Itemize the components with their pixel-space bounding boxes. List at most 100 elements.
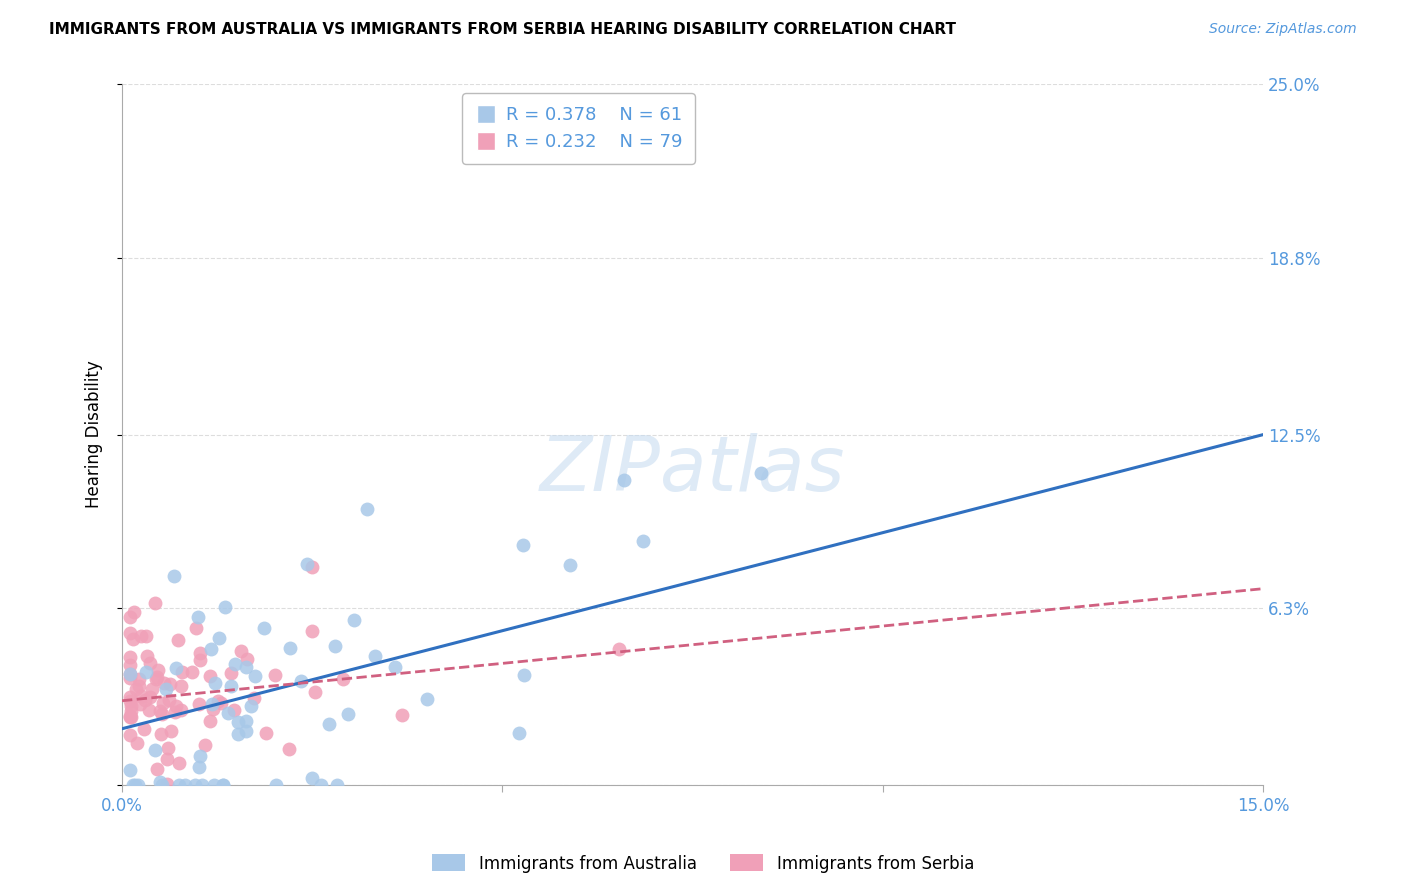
Point	[364, 649, 387, 664]
Point	[181, 665, 204, 680]
Point	[301, 624, 323, 638]
Point	[194, 738, 217, 752]
Point	[124, 778, 146, 792]
Point	[118, 708, 141, 723]
Point	[513, 668, 536, 682]
Point	[118, 626, 141, 640]
Point	[156, 752, 179, 766]
Point	[186, 621, 208, 635]
Point	[118, 694, 141, 708]
Point	[235, 660, 257, 674]
Point	[145, 762, 167, 776]
Point	[127, 778, 149, 792]
Text: IMMIGRANTS FROM AUSTRALIA VS IMMIGRANTS FROM SERBIA HEARING DISABILITY CORRELATI: IMMIGRANTS FROM AUSTRALIA VS IMMIGRANTS …	[49, 22, 956, 37]
Point	[122, 778, 145, 792]
Point	[224, 704, 246, 718]
Point	[263, 667, 285, 681]
Point	[198, 714, 221, 728]
Point	[128, 679, 150, 693]
Point	[209, 696, 232, 710]
Legend: Immigrants from Australia, Immigrants from Serbia: Immigrants from Australia, Immigrants fr…	[425, 847, 981, 880]
Point	[491, 133, 513, 147]
Point	[125, 736, 148, 750]
Point	[132, 723, 155, 737]
Point	[188, 749, 211, 764]
Point	[152, 696, 174, 710]
Point	[139, 656, 162, 670]
Point	[159, 676, 181, 690]
Point	[311, 778, 333, 792]
Point	[219, 679, 242, 693]
Point	[207, 631, 229, 645]
Point	[231, 644, 253, 658]
Point	[356, 502, 378, 516]
Point	[146, 663, 169, 677]
Point	[134, 693, 156, 707]
Point	[391, 708, 413, 723]
Point	[198, 669, 221, 683]
Point	[118, 727, 141, 741]
Point	[200, 641, 222, 656]
Point	[304, 685, 326, 699]
Point	[118, 672, 141, 686]
Point	[613, 473, 636, 487]
Point	[207, 694, 229, 708]
Legend: R = 0.378    N = 61, R = 0.232    N = 79: R = 0.378 N = 61, R = 0.232 N = 79	[463, 94, 695, 164]
Point	[191, 778, 214, 792]
Point	[301, 560, 323, 574]
Point	[153, 676, 176, 690]
Point	[415, 691, 437, 706]
Point	[318, 716, 340, 731]
Point	[156, 741, 179, 756]
Point	[226, 715, 249, 730]
Point	[188, 759, 211, 773]
Point	[160, 724, 183, 739]
Point	[214, 600, 236, 615]
Point	[141, 681, 163, 696]
Point	[157, 693, 180, 707]
Point	[118, 690, 141, 704]
Point	[240, 699, 263, 714]
Point	[135, 629, 157, 643]
Point	[165, 661, 187, 675]
Point	[201, 697, 224, 711]
Point	[253, 621, 276, 635]
Point	[290, 673, 312, 688]
Point	[138, 703, 160, 717]
Point	[384, 660, 406, 674]
Point	[188, 653, 211, 667]
Point	[169, 756, 191, 771]
Point	[295, 557, 318, 571]
Point	[149, 704, 172, 718]
Point	[120, 704, 142, 718]
Point	[163, 568, 186, 582]
Point	[138, 690, 160, 704]
Point	[135, 648, 157, 663]
Point	[120, 698, 142, 713]
Point	[224, 657, 246, 671]
Point	[128, 672, 150, 686]
Point	[163, 705, 186, 719]
Point	[146, 670, 169, 684]
Point	[122, 605, 145, 619]
Point	[118, 764, 141, 778]
Text: ZIPatlas: ZIPatlas	[540, 433, 845, 507]
Point	[149, 774, 172, 789]
Point	[512, 538, 534, 552]
Point	[150, 727, 173, 741]
Point	[188, 646, 211, 660]
Point	[150, 707, 173, 722]
Point	[332, 673, 354, 687]
Point	[170, 679, 193, 693]
Point	[167, 778, 190, 792]
Point	[129, 629, 152, 643]
Point	[204, 676, 226, 690]
Point	[558, 558, 581, 572]
Point	[167, 632, 190, 647]
Point	[172, 665, 194, 679]
Point	[129, 689, 152, 703]
Point	[145, 672, 167, 686]
Point	[125, 682, 148, 697]
Point	[118, 610, 141, 624]
Point	[217, 706, 239, 721]
